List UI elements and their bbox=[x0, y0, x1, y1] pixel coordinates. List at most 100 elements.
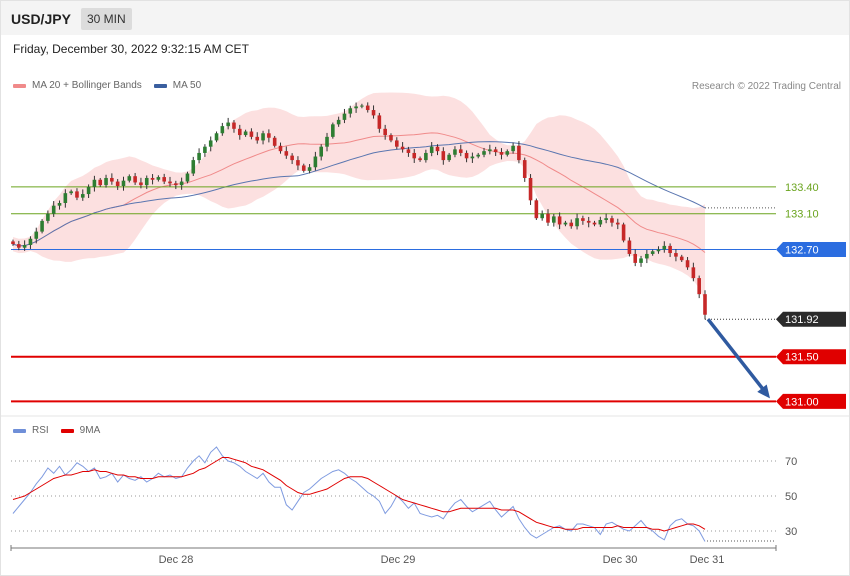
candle bbox=[325, 132, 329, 152]
candle bbox=[418, 156, 422, 162]
candle bbox=[75, 188, 79, 201]
candle-body bbox=[174, 183, 178, 186]
candle bbox=[28, 236, 33, 249]
candle-body bbox=[203, 146, 207, 153]
candle bbox=[633, 249, 638, 267]
current-price-tag: 131.92 bbox=[776, 311, 846, 327]
candle bbox=[493, 146, 498, 156]
current-price-tag-text: 131.92 bbox=[785, 314, 819, 326]
candle bbox=[255, 132, 260, 144]
candle-body bbox=[627, 240, 632, 254]
candle bbox=[365, 102, 370, 113]
candle-body bbox=[191, 160, 196, 174]
candle bbox=[621, 222, 626, 243]
candle bbox=[592, 220, 597, 227]
ma50-line bbox=[12, 141, 706, 247]
candle bbox=[80, 189, 85, 201]
candle bbox=[674, 249, 678, 262]
legend-label-ma50: MA 50 bbox=[172, 80, 202, 91]
candle bbox=[394, 137, 399, 150]
candle-body bbox=[342, 113, 347, 120]
candle-body bbox=[354, 106, 358, 109]
candle-body bbox=[377, 115, 382, 129]
candle-body bbox=[557, 216, 562, 225]
candle bbox=[249, 128, 254, 140]
candle-body bbox=[313, 156, 318, 168]
candle bbox=[569, 219, 574, 229]
legend-swatch-9ma bbox=[60, 428, 74, 433]
candle-body bbox=[534, 200, 539, 219]
candle-body bbox=[499, 152, 504, 155]
candle bbox=[476, 152, 481, 159]
timeframe-badge[interactable]: 30 MIN bbox=[81, 8, 132, 30]
candle-body bbox=[691, 267, 696, 279]
candle-body bbox=[639, 258, 643, 263]
candle bbox=[488, 144, 492, 155]
candle bbox=[133, 172, 137, 185]
candle-body bbox=[569, 222, 574, 227]
candle bbox=[139, 177, 143, 189]
candle bbox=[342, 108, 347, 124]
candle bbox=[429, 142, 434, 157]
candle-body bbox=[412, 152, 417, 159]
candle bbox=[237, 124, 242, 140]
candle bbox=[331, 122, 335, 139]
candle bbox=[301, 163, 306, 173]
candle bbox=[261, 130, 265, 145]
candle bbox=[604, 213, 608, 224]
candle-body bbox=[435, 146, 440, 152]
candle bbox=[313, 151, 318, 171]
candle bbox=[46, 210, 50, 224]
x-tick-label-1: Dec 29 bbox=[381, 554, 416, 566]
candle bbox=[598, 216, 603, 227]
candle-body bbox=[40, 220, 44, 232]
candle bbox=[470, 152, 475, 163]
candle-body bbox=[598, 219, 603, 225]
candle-body bbox=[34, 231, 39, 239]
candle-body bbox=[92, 179, 97, 187]
candle bbox=[98, 177, 103, 187]
candle bbox=[220, 122, 225, 136]
candle bbox=[586, 216, 591, 228]
candle-body bbox=[261, 133, 265, 141]
candle bbox=[389, 133, 393, 143]
support-tag-0-text: 131.50 bbox=[785, 352, 819, 364]
candle-body bbox=[540, 213, 544, 219]
candle-body bbox=[633, 253, 638, 263]
candle bbox=[185, 171, 190, 184]
bollinger-band bbox=[13, 92, 705, 301]
instrument-title: USD/JPY bbox=[11, 11, 71, 27]
candle-body bbox=[168, 181, 172, 184]
candle-body bbox=[104, 177, 108, 186]
candle-body bbox=[424, 152, 428, 161]
candle-body bbox=[365, 105, 370, 111]
candle bbox=[540, 210, 544, 221]
candle-body bbox=[139, 182, 143, 186]
candle-body bbox=[28, 238, 33, 246]
candle bbox=[267, 129, 271, 143]
candle bbox=[581, 215, 585, 225]
candle-body bbox=[63, 193, 68, 203]
candle-body bbox=[98, 179, 103, 186]
candle-body bbox=[552, 216, 556, 223]
candle-body bbox=[429, 146, 434, 153]
candle-body bbox=[668, 245, 672, 254]
candle bbox=[546, 209, 550, 226]
legend-swatch-ma50 bbox=[153, 83, 167, 88]
candle bbox=[203, 144, 207, 157]
candle-body bbox=[586, 220, 591, 223]
candle bbox=[296, 156, 300, 171]
candle bbox=[458, 144, 463, 157]
candle bbox=[57, 200, 62, 210]
candle bbox=[668, 243, 672, 257]
candle bbox=[505, 149, 510, 157]
candle bbox=[214, 131, 219, 143]
x-tick-label-3: Dec 31 bbox=[690, 554, 725, 566]
candle bbox=[424, 149, 428, 163]
x-tick-label-0: Dec 28 bbox=[159, 554, 194, 566]
candle-body bbox=[243, 131, 248, 136]
candle-body bbox=[208, 140, 213, 147]
support-tag-0: 131.50 bbox=[776, 349, 846, 365]
rsi-line bbox=[12, 446, 706, 542]
